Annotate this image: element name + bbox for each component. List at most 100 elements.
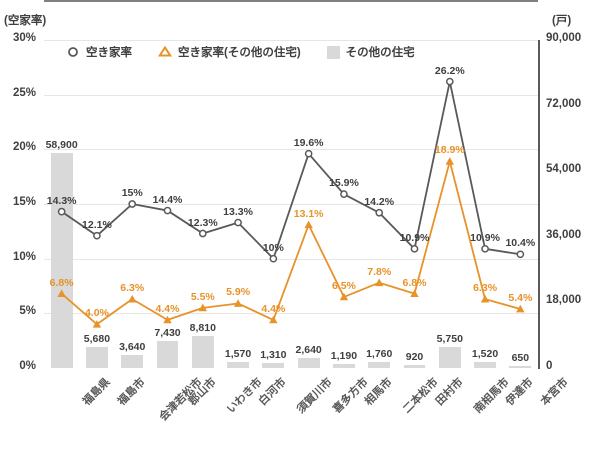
circle-marker-icon	[516, 250, 525, 259]
circle-marker-icon	[445, 77, 454, 86]
other-housing-rate-point-label: 18.9%	[434, 144, 465, 157]
other-housing-rate-point-label: 4.4%	[261, 302, 286, 315]
x-axis-line	[44, 0, 538, 2]
right-axis-tick-label: 90,000	[546, 32, 582, 44]
bar	[509, 365, 532, 368]
other-housing-rate-point-label: 6.8%	[402, 276, 427, 289]
vacancy-rate-point-label: 12.3%	[187, 216, 218, 229]
other-housing-rate-point-label: 5.5%	[190, 290, 215, 303]
vacancy-rate-point-label: 14.4%	[152, 193, 183, 206]
right-axis-tick-label: 36,000	[546, 228, 582, 241]
bar	[474, 362, 496, 368]
x-axis-label: 田村市	[433, 376, 466, 408]
circle-marker-icon	[93, 231, 101, 240]
line-path	[61, 80, 521, 260]
circle-marker-icon	[410, 244, 419, 253]
other-housing-rate-point-label: 6.3%	[120, 282, 145, 295]
left-axis-tick-label: 20%	[12, 141, 36, 154]
triangle-marker-icon	[445, 157, 454, 165]
legend-item[interactable]: 空き家率	[66, 44, 132, 60]
vacancy-rate-point-label: 10.4%	[505, 237, 536, 250]
legend-item[interactable]: その他の住宅	[326, 44, 415, 60]
circle-marker-icon	[375, 208, 384, 217]
bar-value-label: 1,310	[260, 349, 287, 362]
vacancy-rate-point-label: 10.9%	[470, 231, 500, 244]
bar	[85, 347, 108, 368]
left-axis-tick-label: 5%	[19, 305, 36, 318]
bar	[121, 354, 144, 368]
legend-item[interactable]: 空き家率(その他の住宅)	[157, 44, 301, 60]
other-housing-rate-point-label: 6.8%	[49, 276, 74, 289]
vacancy-rate-point-label: 13.3%	[223, 205, 253, 218]
bar-value-label: 1,520	[471, 348, 499, 361]
vacancy-rate-point-label: 26.2%	[434, 64, 465, 77]
right-axis-tick-label: 18,000	[546, 294, 582, 307]
triangle-marker-icon	[339, 292, 349, 301]
x-axis-label: 本宮市	[539, 376, 571, 408]
gridline	[44, 94, 538, 96]
vacancy-rate-point-label: 12.1%	[82, 218, 112, 231]
bar	[156, 340, 179, 368]
bar-value-label: 5,750	[436, 333, 463, 346]
bar-value-label: 58,900	[45, 139, 78, 152]
circle-marker-icon	[68, 47, 78, 57]
bar	[227, 362, 249, 368]
triangle-marker-icon	[128, 294, 137, 303]
gridline	[44, 204, 538, 205]
right-axis-line	[538, 40, 540, 369]
square-swatch-icon	[326, 45, 340, 59]
bar	[368, 361, 391, 368]
triangle-marker-icon	[233, 299, 243, 307]
vacancy-rate-point-label: 15%	[121, 187, 143, 199]
other-housing-rate-point-label: 6.5%	[331, 279, 356, 292]
other-housing-rate-point-label: 13.1%	[293, 207, 324, 220]
triangle-marker-icon	[198, 303, 207, 312]
legend-label: その他の住宅	[345, 47, 415, 59]
bar-value-label: 1,570	[224, 348, 252, 361]
other-housing-rate-point-label: 5.9%	[226, 286, 251, 299]
bar-value-label: 650	[511, 351, 530, 364]
chart-legend: 空き家率 空き家率(その他の住宅) その他の住宅	[66, 44, 415, 60]
circle-marker-icon	[304, 149, 313, 158]
legend-label: 空き家率(その他の住宅)	[178, 47, 301, 59]
bar	[403, 364, 426, 368]
circle-marker-icon	[198, 229, 207, 238]
bar-value-label: 920	[405, 350, 424, 363]
bar-value-label: 1,760	[366, 347, 393, 360]
bar	[438, 347, 461, 368]
triangle-marker-icon	[92, 320, 102, 328]
vacancy-rate-point-label: 15.9%	[329, 177, 359, 190]
right-axis-tick-label: 72,000	[546, 97, 582, 110]
other-housing-rate-point-label: 5.4%	[508, 291, 533, 304]
bar	[297, 358, 320, 368]
x-axis-label: 福島市	[115, 376, 148, 408]
bar-value-label: 8,810	[189, 321, 216, 334]
circle-marker-icon	[163, 206, 172, 215]
bar	[262, 363, 285, 368]
circle-marker-icon	[234, 218, 242, 227]
bar-value-label: 3,640	[119, 340, 146, 353]
circle-marker-icon	[481, 244, 489, 253]
bar	[332, 363, 355, 368]
other-housing-rate-point-label: 6.3%	[473, 282, 498, 295]
triangle-marker-icon	[480, 294, 490, 303]
triangle-marker-icon	[410, 289, 419, 298]
left-axis-tick-label: 15%	[12, 196, 36, 208]
bar-value-label: 2,640	[295, 344, 322, 357]
triangle-marker-icon	[163, 315, 172, 324]
right-axis-unit-label: (戸)	[552, 15, 572, 27]
bar-value-label: 1,190	[330, 349, 358, 362]
triangle-marker-icon	[157, 45, 173, 57]
left-axis-tick-label: 10%	[12, 250, 36, 263]
legend-label: 空き家率	[86, 47, 132, 59]
vacancy-rate-point-label: 10.9%	[399, 231, 430, 244]
x-axis-label: 福島県	[80, 376, 113, 408]
bar	[191, 335, 214, 368]
other-housing-rate-point-label: 7.8%	[367, 265, 392, 278]
vacancy-rate-point-label: 10%	[262, 241, 284, 254]
gridline	[44, 40, 538, 41]
triangle-marker-icon	[375, 278, 384, 287]
left-axis-tick-label: 25%	[12, 86, 36, 99]
gridline	[44, 258, 538, 260]
